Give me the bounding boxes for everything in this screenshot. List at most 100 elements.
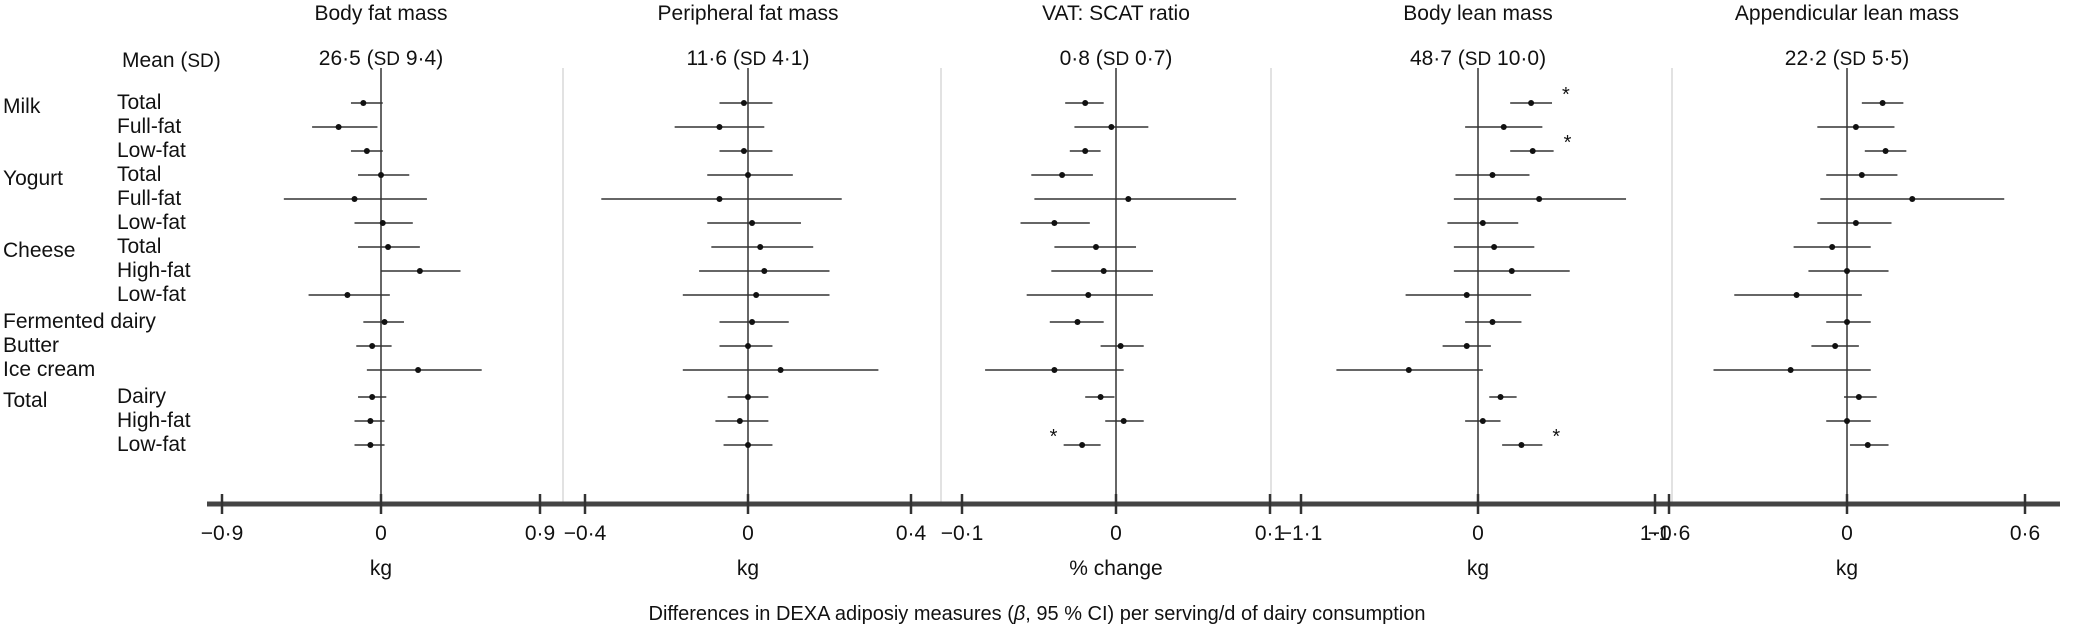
x-tick-label: 0·1: [1254, 522, 1286, 545]
row-label: Low-fat: [117, 283, 186, 306]
point-estimate: [1844, 418, 1850, 424]
point-estimate: [1108, 124, 1115, 130]
row-label: Total: [117, 163, 162, 186]
group-label: Cheese: [3, 239, 76, 262]
panel-mean-value: 0·8 (: [1059, 47, 1103, 70]
point-estimate: [749, 220, 756, 226]
point-estimate: [1879, 100, 1886, 106]
panel-sd-value: 0·7): [1129, 47, 1173, 70]
footer-post: , 95 % CI) per serving/d of dairy consum…: [1025, 603, 1426, 625]
x-axis-label: % change: [1069, 557, 1163, 580]
point-estimate: [1909, 196, 1916, 202]
point-estimate: [1051, 220, 1058, 226]
x-axis-label: kg: [1466, 557, 1490, 580]
point-estimate: [716, 196, 723, 202]
row-label: Low-fat: [117, 211, 186, 234]
significance-star: *: [1050, 426, 1058, 448]
x-tick-label: 1·1: [1639, 522, 1671, 545]
panel-title: Peripheral fat mass: [657, 2, 839, 25]
point-estimate: [1508, 268, 1515, 274]
point-estimate: [360, 100, 367, 106]
x-tick-label: −0·9: [200, 522, 244, 545]
mean-label-text: Mean: [122, 49, 175, 72]
x-axis-footer: Differences in DEXA adiposiy measures (β…: [649, 603, 1426, 626]
point-estimate: [1092, 244, 1099, 250]
point-estimate: [1844, 319, 1850, 325]
group-label: Total: [3, 389, 48, 412]
mean-label-sd: SD: [187, 51, 214, 72]
x-tick-label: 0: [1110, 522, 1122, 545]
x-tick-label: 0: [1841, 522, 1853, 545]
point-estimate: [745, 394, 751, 400]
row-label: Full-fat: [117, 187, 182, 210]
point-estimate: [753, 292, 760, 298]
point-estimate: [1491, 244, 1498, 250]
panel-sd-value: 10·0): [1491, 47, 1547, 70]
panel-mean-sd: 11·6 (SD 4·1): [687, 48, 810, 69]
point-estimate: [1844, 268, 1850, 274]
significance-star: *: [1552, 426, 1560, 448]
panel-mean-sd: 22·2 (SD 5·5): [1785, 48, 1909, 69]
point-estimate: [1120, 418, 1127, 424]
point-estimate: [1489, 319, 1496, 325]
panel-title: Body fat mass: [314, 2, 448, 25]
point-estimate: [378, 172, 384, 178]
point-estimate: [1500, 124, 1507, 130]
point-estimate: [1787, 367, 1794, 373]
point-estimate: [745, 442, 751, 448]
point-estimate: [1479, 220, 1486, 226]
point-estimate: [335, 124, 342, 130]
x-axis-label: kg: [736, 557, 760, 580]
row-label: Total: [117, 235, 162, 258]
point-estimate: [745, 172, 751, 178]
point-estimate: [1097, 394, 1104, 400]
x-tick-label: 0: [742, 522, 754, 545]
point-estimate: [749, 319, 756, 325]
point-estimate: [1832, 343, 1839, 349]
point-estimate: [379, 220, 386, 226]
panel-sd-label: SD: [1839, 49, 1867, 70]
point-estimate: [1051, 367, 1058, 373]
panel-title: Appendicular lean mass: [1734, 2, 1960, 25]
row-label: Full-fat: [117, 115, 182, 138]
point-estimate: [1793, 292, 1800, 298]
point-estimate: [1079, 442, 1086, 448]
significance-star: *: [1564, 132, 1572, 154]
group-label: Yogurt: [3, 167, 63, 190]
point-estimate: [740, 100, 747, 106]
significance-star: *: [1562, 84, 1570, 106]
panel-title: Body lean mass: [1403, 2, 1553, 25]
group-label: Ice cream: [3, 358, 96, 381]
point-estimate: [777, 367, 784, 373]
point-estimate: [369, 394, 376, 400]
point-estimate: [1497, 394, 1504, 400]
point-estimate: [1882, 148, 1889, 154]
panel-sd-value: 5·5): [1866, 47, 1910, 70]
mean-label-close: ): [213, 49, 221, 72]
mean-label-open: (: [180, 49, 188, 72]
x-tick-label: −0·1: [940, 522, 984, 545]
point-estimate: [1852, 220, 1859, 226]
x-tick-label: −0·4: [563, 522, 607, 545]
panel-mean-sd: 0·8 (SD 0·7): [1060, 48, 1173, 69]
point-estimate: [1074, 319, 1081, 325]
x-tick-label: 0: [375, 522, 387, 545]
x-axis-label: kg: [1835, 557, 1859, 580]
point-estimate: [369, 343, 376, 349]
panel-sd-label: SD: [739, 49, 767, 70]
panel-mean-value: 11·6 (: [686, 47, 740, 70]
point-estimate: [367, 442, 374, 448]
panel-mean-value: 26·5 (: [318, 47, 374, 70]
x-axis-label: kg: [369, 557, 393, 580]
point-estimate: [344, 292, 351, 298]
point-estimate: [716, 124, 723, 130]
point-estimate: [1082, 148, 1089, 154]
panel-mean-sd: 26·5 (SD 9·4): [319, 48, 443, 69]
panel-mean-value: 22·2 (: [1784, 47, 1840, 70]
panel-mean-sd: 48·7 (SD 10·0): [1410, 48, 1546, 69]
footer-beta: β: [1013, 603, 1026, 625]
point-estimate: [367, 418, 374, 424]
x-tick-label: 0·6: [2009, 522, 2041, 545]
row-label: Low-fat: [117, 139, 186, 162]
